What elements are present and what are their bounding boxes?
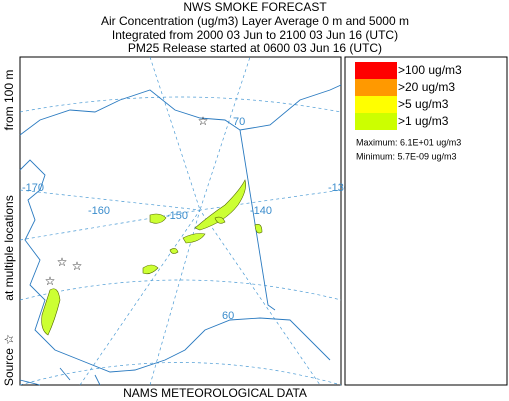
graticule xyxy=(19,96,342,113)
legend-label: >20 ug/m3 xyxy=(398,80,455,94)
side-text: Source ☆ xyxy=(2,334,16,386)
maximum: Maximum: 6.1E+01 ug/m3 xyxy=(356,137,461,147)
legend-swatch xyxy=(355,113,397,130)
legend-swatch xyxy=(355,79,397,96)
coastline xyxy=(19,84,342,136)
legend-label: >5 ug/m3 xyxy=(398,97,449,111)
subtitle: Air Concentration (ug/m3) Layer Average … xyxy=(101,14,409,28)
border xyxy=(239,129,276,311)
map-label: -140 xyxy=(250,205,272,217)
source-star: ☆ xyxy=(72,259,83,273)
plume xyxy=(41,288,61,336)
map-label: -150 xyxy=(166,210,188,222)
side-text: from 100 m xyxy=(2,70,16,131)
coastline xyxy=(19,367,101,386)
subtitle: Integrated from 2000 03 Jun to 2100 03 J… xyxy=(112,28,398,42)
map-label: -170 xyxy=(22,182,44,194)
graticule xyxy=(19,362,342,386)
source-star: ☆ xyxy=(45,274,56,288)
plume xyxy=(169,248,179,254)
graticule xyxy=(19,209,201,241)
side-text: at multiple locations xyxy=(2,195,16,300)
legend: >100 ug/m3 >20 ug/m3 >5 ug/m3 >1 ug/m3 xyxy=(355,62,462,130)
source-star: ☆ xyxy=(57,255,68,269)
plume xyxy=(142,264,159,275)
title: NWS SMOKE FORECAST xyxy=(183,0,327,14)
plume xyxy=(149,213,167,224)
legend-label: >1 ug/m3 xyxy=(398,114,449,128)
footer: NAMS METEOROLOGICAL DATA xyxy=(123,386,307,400)
subtitle: PM25 Release started at 0600 03 Jun 16 (… xyxy=(128,41,382,55)
legend-swatch xyxy=(355,96,397,113)
coastline xyxy=(19,159,331,373)
plume xyxy=(214,216,226,224)
legend-label: >100 ug/m3 xyxy=(398,63,462,77)
graticule xyxy=(19,279,342,301)
legend-swatch xyxy=(355,62,397,79)
map-label: -160 xyxy=(88,205,110,217)
map-label: 70 xyxy=(233,116,245,128)
map xyxy=(19,56,342,386)
side-label: Source ☆ at multiple locations from 100 … xyxy=(2,70,16,386)
smoke: ☆ ☆ ☆ ☆ xyxy=(41,114,263,336)
plume xyxy=(254,224,263,234)
map-label: 60 xyxy=(222,310,234,322)
plume xyxy=(182,233,206,244)
source-star: ☆ xyxy=(198,114,209,128)
map-labels: -170 -160 -150 -140 -130 70 60 xyxy=(22,116,350,322)
minimum: Minimum: 5.7E-09 ug/m3 xyxy=(356,151,457,161)
